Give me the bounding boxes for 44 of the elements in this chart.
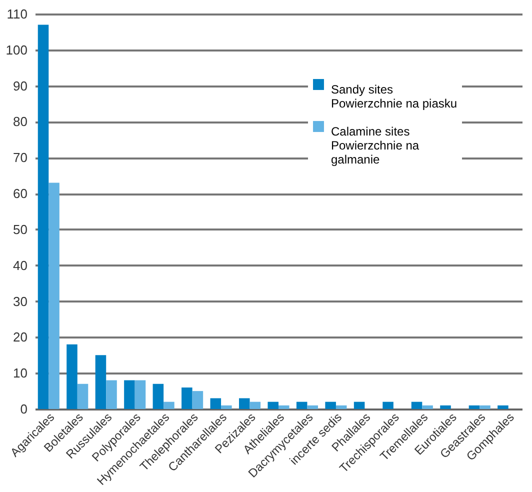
bar xyxy=(77,384,88,409)
y-tick-label: 60 xyxy=(13,186,28,202)
bar xyxy=(164,402,174,409)
bar xyxy=(66,344,78,409)
y-tick-label: 30 xyxy=(13,294,28,309)
bar xyxy=(124,380,135,409)
bar xyxy=(382,402,394,409)
bar xyxy=(221,405,232,409)
y-tick-label: 40 xyxy=(13,258,28,273)
bar xyxy=(336,405,347,409)
y-tick-label: 50 xyxy=(13,222,28,237)
bar xyxy=(422,405,433,409)
bar xyxy=(468,405,480,409)
y-tick-label: 100 xyxy=(6,42,28,58)
y-tick-label: 90 xyxy=(13,78,28,94)
y-tick-label: 80 xyxy=(13,114,28,130)
y-tick-label: 70 xyxy=(13,150,28,166)
bar xyxy=(106,380,117,409)
bar xyxy=(354,402,365,409)
bar xyxy=(182,387,192,409)
bar xyxy=(307,405,318,409)
y-tick-label: 10 xyxy=(13,366,28,381)
bar xyxy=(134,380,146,409)
bar xyxy=(498,405,508,409)
bar xyxy=(278,405,290,409)
bar xyxy=(250,402,261,409)
bar xyxy=(480,405,490,409)
y-tick-label: 0 xyxy=(20,402,28,416)
bar xyxy=(210,398,222,409)
bar xyxy=(152,384,164,409)
legend-label: Sandy sites Powierzchnie na piasku xyxy=(331,82,458,110)
bar xyxy=(95,355,106,409)
bar xyxy=(192,391,204,409)
bar xyxy=(38,24,49,409)
bar xyxy=(238,398,250,409)
bar xyxy=(296,402,308,409)
bar xyxy=(411,402,422,409)
bar xyxy=(48,182,60,409)
bar xyxy=(440,405,451,409)
bar xyxy=(325,402,336,409)
legend-label: Calamine sites Powierzchnie na galmanie xyxy=(331,124,420,166)
y-tick-label: 110 xyxy=(6,6,28,22)
y-tick-label: 20 xyxy=(13,330,28,345)
bar xyxy=(268,402,278,409)
